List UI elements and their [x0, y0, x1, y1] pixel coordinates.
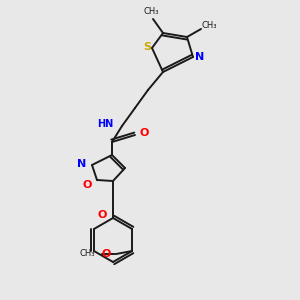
- Text: S: S: [143, 42, 151, 52]
- Text: O: O: [139, 128, 149, 138]
- Text: O: O: [98, 210, 107, 220]
- Text: O: O: [82, 180, 92, 190]
- Text: CH₃: CH₃: [201, 20, 217, 29]
- Text: CH₃: CH₃: [143, 8, 159, 16]
- Text: O: O: [102, 249, 111, 259]
- Text: N: N: [77, 159, 86, 169]
- Text: N: N: [195, 52, 205, 62]
- Text: HN: HN: [97, 119, 113, 129]
- Text: CH₃: CH₃: [80, 250, 95, 259]
